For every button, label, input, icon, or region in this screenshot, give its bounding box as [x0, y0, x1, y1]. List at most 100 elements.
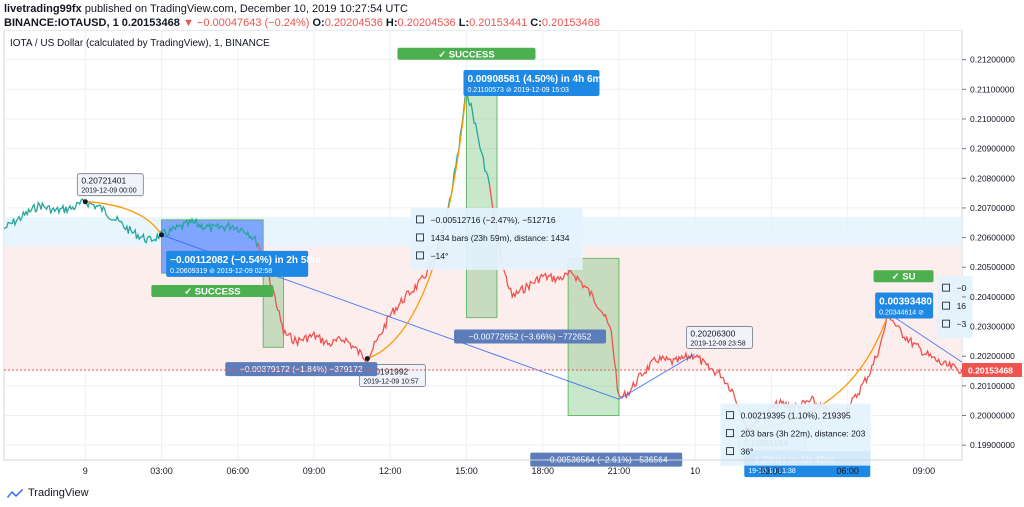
y-tick-label: 0.21000000 — [970, 114, 1015, 124]
x-tick-label: 21:00 — [608, 466, 631, 476]
y-tick-label: 0.20900000 — [970, 144, 1015, 154]
publish-line: livetrading99fx published on TradingView… — [4, 2, 600, 16]
measure-box-text: 16 — [957, 301, 967, 311]
y-tick-label: 0.20300000 — [970, 322, 1015, 332]
success-badge-text: ✓ SUCCESS — [438, 49, 495, 60]
move-label — [463, 70, 600, 97]
measure-box — [720, 403, 871, 466]
measure-box-text: 36° — [741, 447, 754, 457]
x-tick-label: 09:00 — [913, 466, 936, 476]
price-chart[interactable]: 0.20721401 2019-12-09 00:00 0.20191992 2019… — [0, 30, 1024, 485]
tradingview-brand[interactable]: TradingView — [6, 487, 89, 499]
measure-box-text: −3 — [957, 319, 967, 329]
y-tick-label: 0.21200000 — [970, 55, 1015, 65]
success-badge-text: ✓ SU — [892, 272, 916, 283]
success-badge — [873, 270, 934, 283]
chart-header: livetrading99fx published on TradingView… — [4, 2, 600, 30]
price-axis[interactable]: 0.21200000 0.21100000 0.21000000 0.20900000… — [4, 55, 1022, 451]
chart-title: IOTA / US Dollar (calculated by TradingV… — [10, 38, 270, 49]
move-label — [875, 292, 934, 319]
y-tick-label: 0.20800000 — [970, 173, 1015, 183]
open-value: 0.20204536 — [324, 17, 383, 29]
x-tick-label: 18:00 — [531, 466, 554, 476]
move-label-sub: 0.21100573 ⊘ 2019-12-09 15:03 — [467, 87, 569, 94]
open-label: O: — [312, 17, 325, 29]
curve-point — [364, 356, 370, 362]
curve-point — [159, 232, 165, 238]
price-point-date: 2019-12-09 00:00 — [81, 188, 136, 195]
measure-box-text: −14° — [431, 251, 449, 261]
measure-box — [936, 276, 973, 339]
last-price-tag — [962, 363, 1022, 378]
success-badge — [151, 285, 274, 298]
move-label-sub: 19-12-10 01:38 — [748, 468, 796, 475]
y-tick-label: 0.20500000 — [970, 262, 1015, 272]
ohlc-line: BINANCE:IOTAUSD, 1 0.20153468 ▼ −0.00047… — [4, 16, 600, 30]
price-change: ▼ −0.00047643 (−0.24%) — [182, 17, 310, 29]
price-line-segment — [488, 184, 963, 435]
measure-icon — [416, 215, 424, 224]
measure-box-text: 203 bars (3h 22m), distance: 203 — [741, 429, 866, 439]
range-label-text: −0.00379172 (−1.84%) −379172 — [240, 364, 363, 374]
y-tick-label: 0.20600000 — [970, 233, 1015, 243]
measure-icon — [942, 319, 950, 328]
last-price-tag-text: 0.20153468 — [968, 366, 1013, 376]
price-point-date: 2019-12-09 10:57 — [363, 379, 418, 386]
x-tick-label: 09:00 — [303, 466, 326, 476]
range-label — [454, 329, 607, 344]
x-tick-label: 9 — [83, 466, 88, 476]
price-point-value: 0.20721401 — [81, 176, 126, 186]
last-price: 0.20153468 — [121, 17, 180, 29]
trend-line — [618, 353, 695, 400]
y-tick-label: 0.19900000 — [970, 440, 1015, 450]
curve-point — [82, 199, 88, 205]
measure-box-text: 1434 bars (23h 59m), distance: 1434 — [431, 233, 570, 243]
measure-icon — [416, 251, 424, 260]
measure-icon — [726, 429, 734, 438]
success-badge-text: ✓ SUCCESS — [184, 287, 241, 298]
price-line-segment — [3, 198, 259, 249]
price-point-label — [76, 173, 144, 197]
x-tick-label: 15:00 — [455, 466, 478, 476]
symbol-name: BINANCE:IOTAUSD, 1 — [4, 17, 119, 29]
measure-box-text: −0 — [957, 283, 967, 293]
publisher-name[interactable]: livetrading99fx — [4, 3, 82, 15]
x-tick-label: 03:00 — [760, 466, 783, 476]
high-value: 0.20204536 — [397, 17, 456, 29]
move-label-sub: 0.20609319 ⊘ 2019-12-09 02:58 — [170, 268, 272, 275]
tradingview-logo-icon — [7, 489, 23, 498]
curve-line — [85, 201, 163, 236]
x-tick-label: 06:00 — [227, 466, 250, 476]
x-tick-label: 03:00 — [150, 466, 173, 476]
measure-icon — [942, 301, 950, 310]
move-label-text: −0.00112082 (−0.54%) in 2h 58m — [170, 255, 321, 266]
measure-icon — [726, 447, 734, 456]
published-text: published on TradingView.com, December 1… — [84, 3, 408, 15]
y-tick-label: 0.21100000 — [970, 84, 1015, 94]
move-label-text: 0.00908581 (4.50%) in 4h 6m — [467, 74, 601, 85]
y-tick-label: 0.20100000 — [970, 381, 1015, 391]
brand-name: TradingView — [28, 487, 89, 499]
low-label: L: — [458, 17, 470, 29]
price-point-label — [686, 326, 753, 349]
x-tick-label: 06:00 — [836, 466, 859, 476]
price-point-date: 2019-12-09 23:58 — [690, 340, 745, 347]
move-label — [166, 250, 309, 277]
curve-line — [367, 88, 468, 360]
close-label: C: — [530, 17, 542, 29]
price-point-value: 0.20191992 — [363, 367, 408, 377]
measure-box-text: 0.00219395 (1.10%), 219395 — [741, 411, 851, 421]
annotations: 0.20721401 2019-12-09 00:00 0.20191992 2019… — [76, 47, 973, 478]
high-label: H: — [385, 17, 398, 29]
close-value: 0.20153468 — [541, 17, 601, 29]
move-label-text: 0.00393480 — [879, 296, 932, 307]
measure-icon — [416, 233, 424, 242]
time-axis[interactable]: 9 03:00 06:00 09:00 12:00 15:00 18:00 21:00 10 03… — [4, 459, 962, 476]
trend-line — [888, 312, 963, 363]
x-tick-label: 12:00 — [379, 466, 402, 476]
price-line-segment — [257, 243, 434, 364]
range-label-text: −0.00772652 (−3.66%) −772652 — [469, 332, 592, 342]
move-label-sub: 0.20344614 ⊘ — [879, 309, 924, 316]
success-badge — [397, 47, 536, 60]
range-label — [225, 362, 378, 377]
